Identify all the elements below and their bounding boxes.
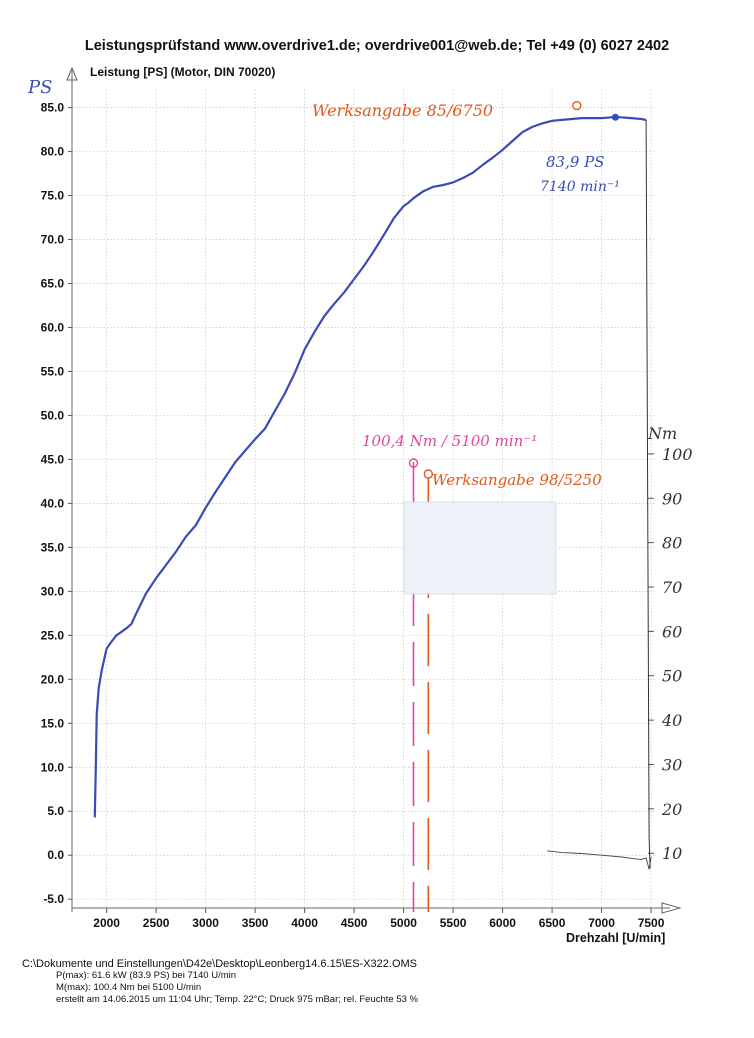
baseline-curve bbox=[547, 850, 652, 870]
y-tick-label: 70.0 bbox=[41, 233, 65, 247]
x-tick-label: 6000 bbox=[489, 916, 516, 930]
chart-title: Leistung [PS] (Motor, DIN 70020) bbox=[90, 65, 275, 79]
file-path: C:\Dokumente und Einstellungen\D42e\Desk… bbox=[22, 958, 418, 970]
x-tick-label: 2500 bbox=[143, 916, 170, 930]
scan-patch bbox=[403, 501, 557, 595]
torque-marker-circle bbox=[408, 458, 419, 468]
measurement-info: erstellt am 14.06.2015 um 11:04 Uhr; Tem… bbox=[56, 994, 418, 1005]
y2-tick-labels: 100 90 80 70 60 50 40 30 20 10 bbox=[648, 445, 693, 863]
x-tick-label: 4000 bbox=[291, 916, 318, 930]
x-axis-label: Drehzahl [U/min] bbox=[566, 931, 665, 945]
max-power-info: P(max): 61.6 kW (83.9 PS) bei 7140 U/min bbox=[56, 970, 237, 981]
y2-tick-label: 30 bbox=[662, 755, 682, 774]
grid-lines bbox=[72, 90, 656, 908]
y-tick-label: 55.0 bbox=[41, 364, 65, 378]
y-tick-label: 15.0 bbox=[41, 716, 65, 730]
footer-info: C:\Dokumente und Einstellungen\D42e\Desk… bbox=[22, 958, 418, 1006]
y-tick-labels: 85.0 80.0 75.0 70.0 65.0 60.0 55.0 50.0 45.0 40.0… bbox=[41, 101, 65, 907]
y2-tick-label: 50 bbox=[662, 667, 682, 686]
annotation-werksangabe-power: Werksangabe 85/6750 bbox=[312, 101, 493, 120]
x-tick-label: 2000 bbox=[93, 916, 120, 930]
y-tick-label: 10.0 bbox=[41, 760, 65, 774]
y-axis-arrow bbox=[66, 66, 78, 81]
y-tick-label: 75.0 bbox=[41, 189, 65, 203]
annotation-max-power: 83,9 PS bbox=[546, 153, 605, 171]
x-tick-label: 4500 bbox=[341, 916, 368, 930]
x-axis-arrow bbox=[661, 902, 682, 914]
x-tick-labels: 2000 2500 3000 3500 4000 4500 5000 5500 6000 6500… bbox=[93, 916, 664, 930]
y-tick-label: 25.0 bbox=[41, 628, 65, 642]
max-power-point bbox=[611, 113, 619, 121]
annotation-werksangabe-torque: Werksangabe 98/5250 bbox=[432, 471, 602, 489]
y2-tick-label: 10 bbox=[662, 844, 682, 863]
werk-power-marker-circle bbox=[572, 100, 582, 111]
y-tick-label: 35.0 bbox=[41, 540, 65, 554]
x-tick-label: 5500 bbox=[440, 916, 467, 930]
x-tick-label: 5000 bbox=[390, 916, 417, 930]
y2-tick-label: 90 bbox=[662, 489, 682, 508]
y2-tick-label: 60 bbox=[662, 622, 682, 641]
y2-tick-label: 70 bbox=[662, 578, 682, 597]
max-torque-info: M(max): 100.4 Nm bei 5100 U/min bbox=[56, 982, 202, 993]
y-tick-label: 20.0 bbox=[41, 672, 65, 686]
data-series bbox=[93, 113, 652, 870]
power-curve-drop bbox=[645, 119, 651, 869]
y-tick-label: 80.0 bbox=[41, 145, 65, 159]
y-tick-label: 30.0 bbox=[41, 584, 65, 598]
x-tick-label: 7000 bbox=[588, 916, 615, 930]
x-tick-label: 3000 bbox=[192, 916, 219, 930]
y-tick-label: -5.0 bbox=[43, 892, 64, 906]
y2-tick-label: 80 bbox=[662, 534, 682, 553]
annotation-max-power-rpm: 7140 min⁻¹ bbox=[540, 179, 620, 195]
y-tick-label: 50.0 bbox=[41, 408, 65, 422]
y-tick-label: 65.0 bbox=[41, 277, 65, 291]
y-tick-label: 60.0 bbox=[41, 320, 65, 334]
axes bbox=[66, 66, 682, 914]
y2-axis-label: Nm bbox=[647, 424, 677, 443]
annotation-max-torque: 100,4 Nm / 5100 min⁻¹ bbox=[362, 432, 537, 450]
page-title: Leistungsprüfstand www.overdrive1.de; ov… bbox=[84, 38, 670, 54]
y-tick-label: 85.0 bbox=[41, 101, 65, 115]
power-curve bbox=[93, 116, 647, 818]
y-tick-label: 45.0 bbox=[41, 452, 65, 466]
reference-markers bbox=[403, 100, 582, 912]
y-tick-label: 0.0 bbox=[47, 848, 64, 862]
y2-tick-label: 100 bbox=[662, 445, 693, 464]
y2-tick-label: 40 bbox=[661, 711, 682, 730]
y-tick-label: 5.0 bbox=[47, 804, 64, 818]
x-tick-label: 3500 bbox=[242, 916, 269, 930]
werk-torque-marker-circle bbox=[423, 469, 434, 479]
y-tick-label: 40.0 bbox=[41, 496, 65, 510]
y-axis-label: PS bbox=[27, 77, 52, 98]
x-tick-label: 6500 bbox=[539, 916, 566, 930]
x-tick-label: 7500 bbox=[638, 916, 665, 930]
y2-tick-label: 20 bbox=[661, 800, 682, 819]
